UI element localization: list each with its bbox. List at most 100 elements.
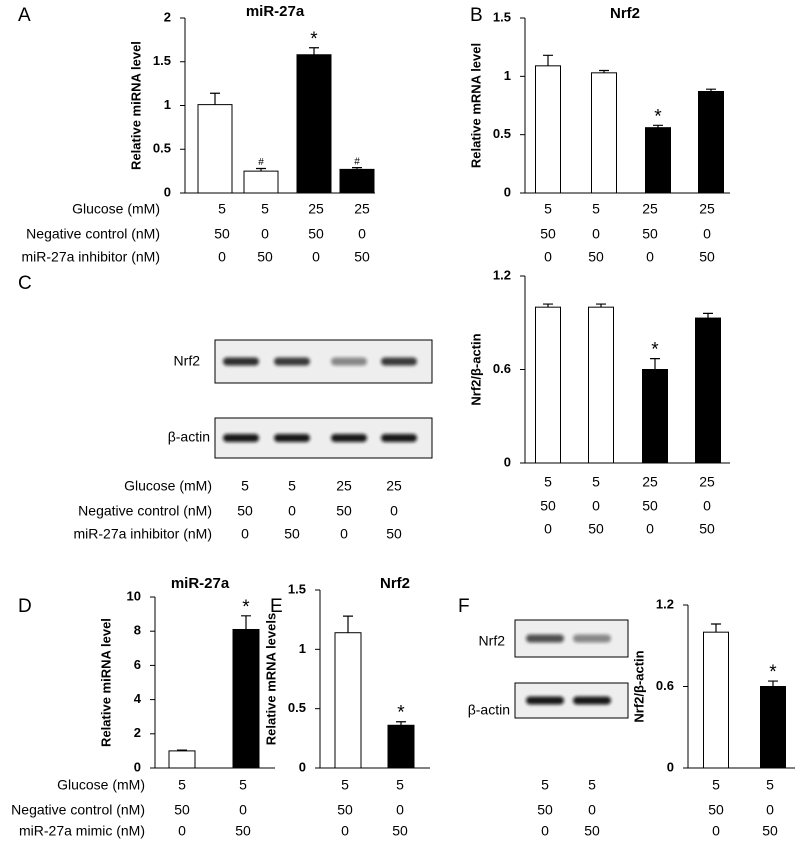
bar xyxy=(695,317,721,464)
condition-value: 5 xyxy=(592,474,600,490)
condition-value: 5 xyxy=(544,201,552,217)
condition-value: 5 xyxy=(541,777,549,793)
condition-value: 0 xyxy=(592,226,600,242)
y-tick-label: 1 xyxy=(299,641,306,656)
condition-value: 5 xyxy=(588,777,596,793)
condition-value: 50 xyxy=(584,823,600,839)
error-bar xyxy=(706,88,716,92)
error-bar xyxy=(543,54,553,66)
condition-value: 50 xyxy=(540,226,556,242)
condition-value: 50 xyxy=(540,498,556,514)
y-tick-label: 10 xyxy=(127,588,141,603)
y-tick-label: 1.2 xyxy=(656,596,674,611)
panel-label: D xyxy=(18,596,32,617)
blot-band xyxy=(573,696,611,705)
error-bar xyxy=(650,357,660,370)
condition-value: 5 xyxy=(712,777,720,793)
error-bar xyxy=(703,312,713,319)
condition-value: 50 xyxy=(308,226,324,242)
condition-value: 50 xyxy=(537,802,553,818)
condition-label: Glucose (mM) xyxy=(124,478,212,494)
bar xyxy=(387,724,415,769)
y-axis-label: Nrf2/β-actin xyxy=(631,650,646,722)
error-bar xyxy=(653,124,663,128)
bar xyxy=(645,127,671,194)
blot-band xyxy=(381,434,417,442)
condition-value: 0 xyxy=(218,249,226,265)
bar xyxy=(243,170,279,194)
y-tick-label: 4 xyxy=(134,691,142,706)
blot-band xyxy=(274,434,310,442)
condition-value: 5 xyxy=(239,777,247,793)
error-bar xyxy=(256,167,266,172)
bar xyxy=(168,750,196,769)
condition-label: Negative control (nM) xyxy=(78,503,212,519)
condition-value: 0 xyxy=(646,249,654,265)
error-bar xyxy=(396,721,406,726)
condition-value: 50 xyxy=(762,823,778,839)
error-bar xyxy=(241,615,251,630)
y-axis-label: Relative mRNA levels xyxy=(263,613,278,745)
y-tick-label: 2 xyxy=(134,725,141,740)
condition-value: 0 xyxy=(178,823,186,839)
condition-value: 25 xyxy=(699,474,715,490)
condition-value: 50 xyxy=(699,249,715,265)
condition-value: 0 xyxy=(358,226,366,242)
condition-value: 50 xyxy=(235,823,251,839)
condition-value: 5 xyxy=(178,777,186,793)
bar xyxy=(535,65,561,194)
condition-value: 0 xyxy=(646,521,654,537)
error-bar xyxy=(343,615,353,633)
blot-band xyxy=(331,434,367,442)
condition-label: miR-27a inhibitor (nM) xyxy=(22,249,160,265)
chart-title: miR-27a xyxy=(246,3,305,20)
condition-value: 5 xyxy=(766,777,774,793)
condition-value: 25 xyxy=(699,201,715,217)
y-tick-label: 6 xyxy=(134,657,141,672)
blot-label: β-actin xyxy=(168,429,210,445)
condition-value: 0 xyxy=(592,498,600,514)
blot-band xyxy=(223,434,259,442)
y-axis-label: Relative miRNA level xyxy=(98,618,113,747)
bar xyxy=(334,632,362,769)
bar xyxy=(642,369,668,464)
condition-label: Negative control (nM) xyxy=(11,802,145,818)
error-bar xyxy=(768,680,778,687)
condition-value: 0 xyxy=(541,823,549,839)
significance-mark: * xyxy=(242,597,250,618)
condition-value: 0 xyxy=(766,802,774,818)
y-tick-label: 0 xyxy=(299,759,306,774)
condition-value: 25 xyxy=(642,474,658,490)
blot-band xyxy=(573,634,611,643)
chart-title: miR-27a xyxy=(171,575,230,592)
bar xyxy=(535,306,561,464)
condition-value: 50 xyxy=(386,526,402,542)
condition-label: Glucose (mM) xyxy=(72,201,160,217)
condition-value: 0 xyxy=(390,503,398,519)
condition-value: 50 xyxy=(708,802,724,818)
error-bar xyxy=(352,167,362,170)
condition-value: 50 xyxy=(284,526,300,542)
blot-band xyxy=(331,357,367,366)
error-bar xyxy=(596,303,606,308)
condition-value: 50 xyxy=(237,503,253,519)
bar xyxy=(197,104,233,194)
y-tick-label: 1.2 xyxy=(493,267,511,282)
error-bar xyxy=(309,47,319,55)
significance-mark: # xyxy=(354,156,360,167)
y-tick-label: 1.5 xyxy=(288,581,306,596)
condition-value: 50 xyxy=(642,226,658,242)
bar xyxy=(698,91,724,194)
y-axis-label: Nrf2/β-actin xyxy=(468,333,483,405)
blot-band xyxy=(381,357,417,366)
y-tick-label: 8 xyxy=(134,623,141,638)
condition-value: 0 xyxy=(239,802,247,818)
condition-value: 25 xyxy=(386,478,402,494)
condition-value: 50 xyxy=(337,802,353,818)
condition-value: 25 xyxy=(642,201,658,217)
blot-band xyxy=(274,357,310,366)
y-tick-label: 0 xyxy=(164,184,171,199)
error-bar xyxy=(711,623,721,633)
error-bar xyxy=(177,749,187,751)
